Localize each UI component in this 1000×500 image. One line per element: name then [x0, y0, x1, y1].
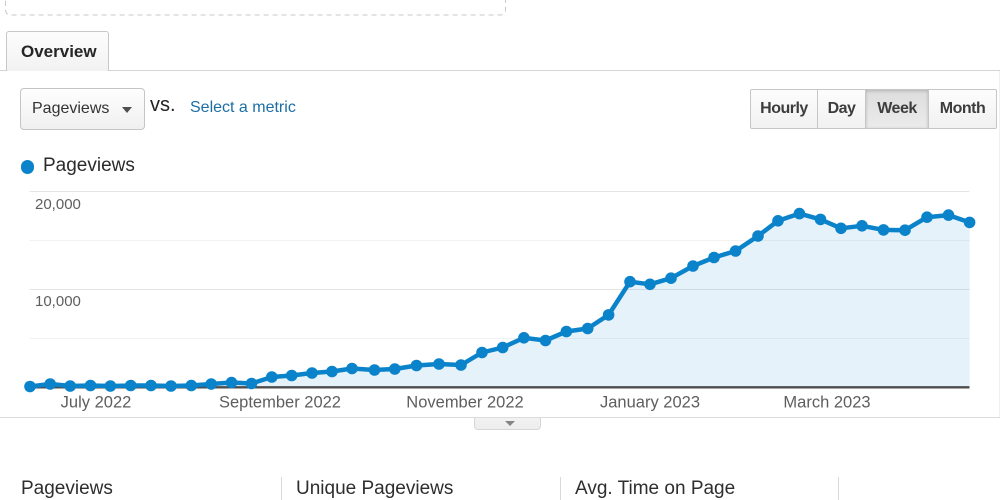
svg-text:March 2023: March 2023: [783, 394, 870, 412]
svg-text:20,000: 20,000: [35, 196, 81, 213]
svg-text:September 2022: September 2022: [219, 394, 341, 412]
svg-text:November 2022: November 2022: [406, 394, 523, 412]
svg-text:January 2023: January 2023: [600, 394, 700, 412]
svg-text:July 2022: July 2022: [61, 394, 132, 412]
svg-text:10,000: 10,000: [35, 293, 81, 310]
